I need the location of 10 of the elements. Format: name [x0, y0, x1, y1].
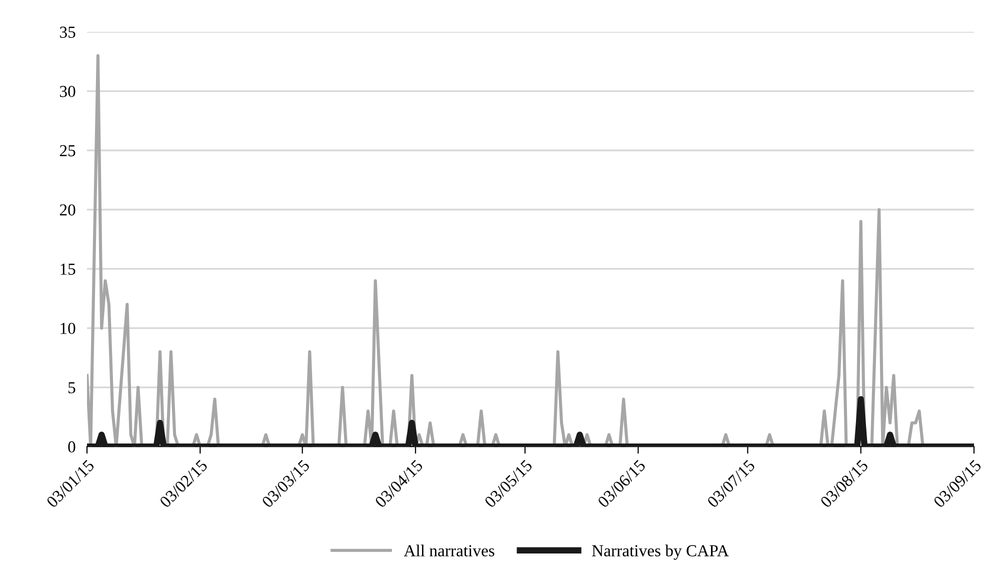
y-tick-label: 15 — [60, 264, 76, 275]
y-tick-label: 35 — [60, 26, 76, 38]
y-tick-label: 5 — [68, 382, 76, 394]
y-tick-label: 0 — [68, 441, 76, 453]
y-tick-label: 10 — [60, 322, 76, 334]
y-tick-label: 30 — [60, 86, 76, 98]
legend-label: Narratives by CAPA — [592, 544, 729, 560]
y-tick-label: 20 — [60, 204, 76, 216]
legend-label: All narratives — [404, 544, 494, 556]
y-tick-label: 25 — [60, 145, 76, 156]
